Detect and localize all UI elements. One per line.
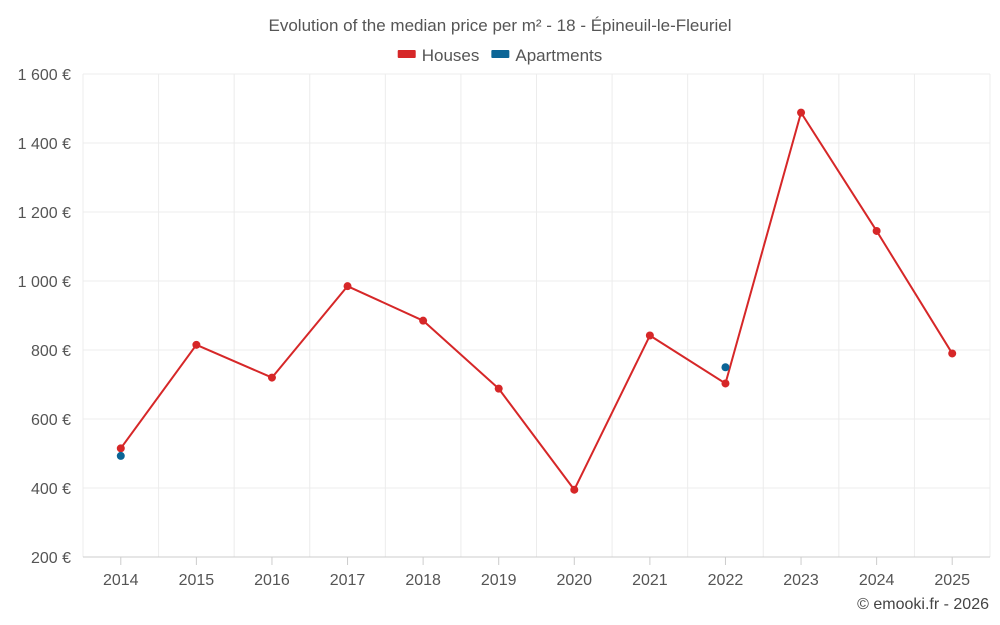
houses-legend-swatch xyxy=(397,50,416,58)
y-tick-label: 400 € xyxy=(31,481,71,498)
houses-point[interactable] xyxy=(948,349,957,358)
x-tick-label: 2020 xyxy=(556,572,592,589)
houses-series-line xyxy=(119,111,954,491)
y-tick-label: 1 600 € xyxy=(18,67,71,84)
x-tick-label: 2025 xyxy=(934,572,970,589)
houses-point[interactable] xyxy=(343,282,352,291)
houses-point[interactable] xyxy=(192,340,201,349)
x-tick-label: 2017 xyxy=(330,572,366,589)
apartments-point[interactable] xyxy=(116,451,125,460)
y-tick-label: 1 400 € xyxy=(18,136,71,153)
credit-text: © emooki.fr - 2026 xyxy=(857,596,989,613)
y-tick-label: 1 000 € xyxy=(18,274,71,291)
x-tick-label: 2019 xyxy=(481,572,517,589)
chart-title: Evolution of the median price per m² - 1… xyxy=(269,16,732,35)
x-tick-label: 2014 xyxy=(103,572,139,589)
y-tick-label: 600 € xyxy=(31,412,71,429)
x-tick-label: 2023 xyxy=(783,572,819,589)
chart-legend: Houses Apartments xyxy=(397,46,602,65)
x-tick-label: 2015 xyxy=(179,572,215,589)
houses-point[interactable] xyxy=(116,444,125,453)
y-tick-label: 200 € xyxy=(31,550,71,567)
houses-point[interactable] xyxy=(267,373,276,382)
houses-point[interactable] xyxy=(721,379,730,388)
y-tick-label: 800 € xyxy=(31,343,71,360)
houses-point[interactable] xyxy=(570,485,579,494)
x-tick-label: 2016 xyxy=(254,572,290,589)
series-layer xyxy=(116,108,957,494)
houses-point[interactable] xyxy=(494,384,503,393)
axes: 200 € 400 € 600 € 800 € 1 000 € 1 200 € 1 400 … xyxy=(18,67,990,589)
houses-point[interactable] xyxy=(797,108,806,117)
x-tick-label: 2018 xyxy=(405,572,441,589)
houses-point[interactable] xyxy=(645,331,654,340)
x-tick-label: 2021 xyxy=(632,572,668,589)
houses-point[interactable] xyxy=(419,316,428,325)
x-tick-label: 2024 xyxy=(859,572,895,589)
apartments-legend-swatch xyxy=(491,50,510,58)
y-tick-label: 1 200 € xyxy=(18,205,71,222)
grid-lines xyxy=(82,73,991,557)
legend-label: Houses xyxy=(422,46,480,65)
legend-label: Apartments xyxy=(515,46,602,65)
legend-item-houses[interactable]: Houses xyxy=(397,46,480,65)
legend-item-apartments[interactable]: Apartments xyxy=(491,46,602,65)
houses-point[interactable] xyxy=(872,226,881,235)
x-tick-label: 2022 xyxy=(708,572,744,589)
apartments-point[interactable] xyxy=(721,363,730,372)
